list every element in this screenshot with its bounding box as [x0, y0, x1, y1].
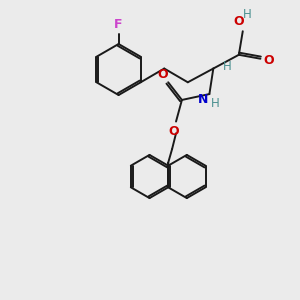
Text: H: H	[243, 8, 252, 21]
Text: O: O	[263, 54, 274, 67]
Text: O: O	[157, 68, 168, 81]
Text: O: O	[169, 125, 179, 138]
Text: H: H	[211, 98, 220, 110]
Text: O: O	[233, 15, 244, 28]
Text: F: F	[114, 18, 123, 31]
Text: H: H	[223, 60, 231, 73]
Text: N: N	[198, 93, 209, 106]
